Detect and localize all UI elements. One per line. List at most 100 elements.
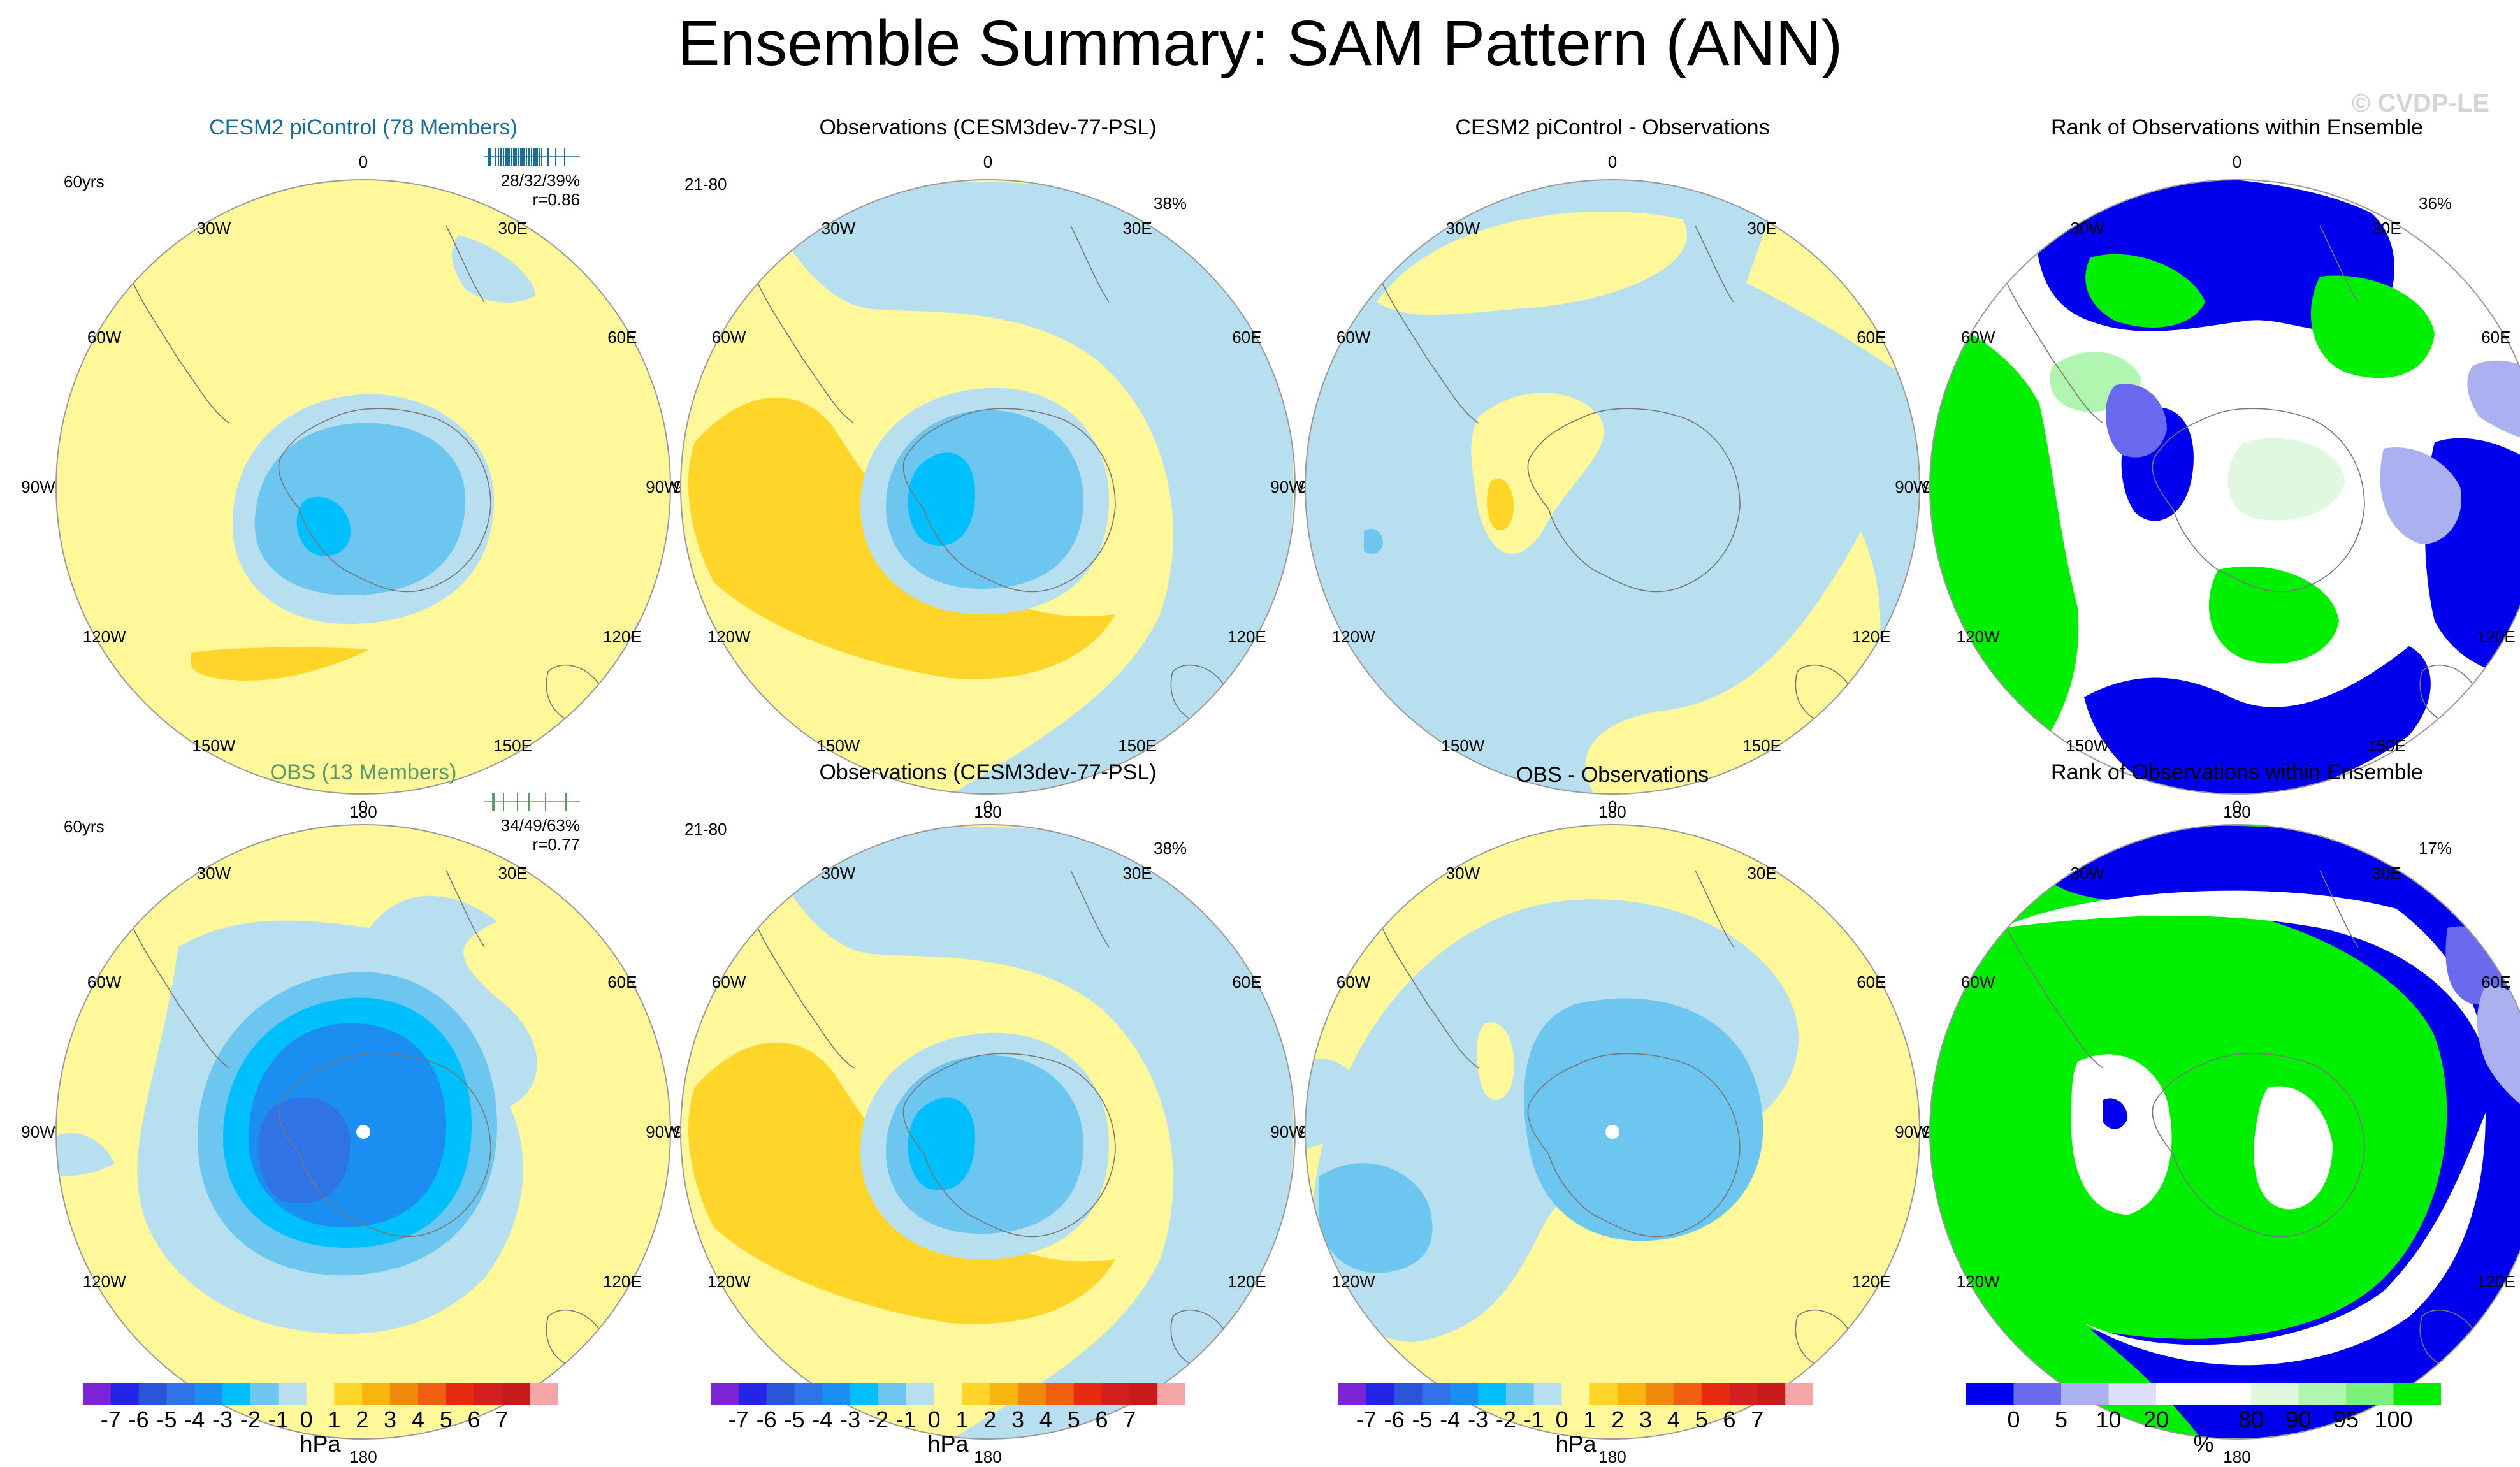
colorbar-tick-label: 90 [2285, 1406, 2312, 1433]
colorbar-tick-label: -7 [1356, 1406, 1377, 1433]
longitude-label: 30E [1747, 218, 1777, 238]
longitude-label: 150W [816, 736, 860, 756]
colorbar-tick-label: 0 [927, 1406, 941, 1433]
longitude-label: 150W [1441, 736, 1485, 756]
colorbar-tick-label: 5 [2054, 1406, 2068, 1433]
contour-region [191, 647, 370, 681]
contour-region [2084, 646, 2431, 794]
longitude-label: 90W [646, 477, 680, 496]
period-label: 21-80 [684, 175, 727, 194]
colorbar-swatch [1505, 1383, 1535, 1405]
colorbar-tick-label: 7 [1123, 1406, 1136, 1433]
longitude-label: 30W [821, 863, 856, 883]
longitude-label: 180 [1598, 1447, 1626, 1466]
africa-coastline [445, 225, 485, 303]
colorbar-swatch [502, 1383, 530, 1405]
contour-region [771, 827, 1294, 1439]
africa-coastline [1070, 870, 1110, 948]
colorbar-tick-label: -4 [1440, 1406, 1461, 1433]
contour-region [452, 235, 535, 303]
colorbar-swatch [738, 1383, 767, 1405]
colorbar-tick-label: 95 [2333, 1406, 2359, 1433]
africa-coastline [445, 870, 485, 948]
contour-region [296, 496, 351, 556]
colorbar-swatch [1338, 1383, 1367, 1405]
colorbar-tick-label: 7 [495, 1406, 509, 1433]
contour-region [2208, 566, 2339, 664]
antarctica-coastline [1527, 408, 1741, 593]
colorbar-tick-label: 6 [467, 1406, 481, 1433]
contour-region [258, 1097, 351, 1203]
colorbar-tick-label: -7 [728, 1406, 749, 1433]
colorbar-swatch [2013, 1383, 2062, 1405]
longitude-label: 150E [493, 736, 532, 756]
colorbar-swatch [1450, 1383, 1479, 1405]
longitude-label: 180 [2223, 1447, 2251, 1466]
colorbar-swatch [1589, 1383, 1618, 1405]
colorbar-swatch [2061, 1383, 2109, 1405]
colorbar-tick-label: 4 [411, 1406, 424, 1433]
colorbar-tick-label: 5 [1067, 1406, 1080, 1433]
map-panel: OBS (13 Members)030E60E90E120E150E180150… [21, 760, 703, 1466]
contour-region [1524, 998, 1763, 1241]
longitude-label: 30E [1122, 218, 1152, 238]
colorbar-tick-label: 1 [955, 1406, 969, 1433]
contour-fill [56, 180, 670, 794]
colorbar-tick-label: -1 [895, 1406, 916, 1433]
longitude-label: 120E [1851, 1271, 1891, 1291]
south-america-coastline [1376, 270, 1479, 424]
colorbar-swatch [2251, 1383, 2299, 1405]
longitude-label: 90W [1895, 477, 1929, 496]
colorbar-tick-label: -6 [1384, 1406, 1405, 1433]
longitude-label: 60W [1960, 328, 1995, 347]
period-label: 60yrs [64, 817, 105, 836]
colorbar-swatch [934, 1383, 962, 1405]
longitude-label: 30W [1445, 863, 1481, 883]
colorbar-tick-label: 0 [300, 1406, 313, 1433]
longitude-label: 30E [2372, 863, 2401, 883]
longitude-label: 180 [974, 802, 1002, 821]
map-border [680, 824, 1296, 1440]
colorbar-swatch [1785, 1383, 1813, 1405]
colorbar-tick-label: 4 [1667, 1406, 1680, 1433]
south-america-coastline [751, 270, 855, 424]
colorbar-swatch [306, 1383, 335, 1405]
colorbar-swatch [110, 1383, 140, 1405]
south-america-coastline [1376, 914, 1479, 1069]
map-panel: Observations (CESM3dev-77-PSL)030E60E90E… [646, 115, 1328, 821]
main-title: Ensemble Summary: SAM Pattern (ANN) [677, 8, 1843, 79]
map-border [680, 179, 1296, 795]
contour-fill [1930, 180, 2520, 794]
colorbar-swatch [83, 1383, 112, 1405]
south-america-coastline [127, 270, 230, 424]
colorbar-swatch [474, 1383, 502, 1405]
longitude-label: 90W [646, 1122, 680, 1141]
longitude-label: 150W [192, 736, 236, 756]
africa-coastline [2319, 225, 2359, 303]
panel-title: CESM2 piControl (78 Members) [209, 115, 518, 140]
contour-region [1305, 1059, 1377, 1151]
colorbar-swatch [222, 1383, 251, 1405]
longitude-label: 120W [707, 626, 751, 646]
colorbar-tick-label: -5 [156, 1406, 177, 1433]
colorbar-swatch [362, 1383, 391, 1405]
longitude-label: 90W [1270, 477, 1305, 496]
longitude-label: 90W [21, 1122, 55, 1141]
rank-colorbar: 0 5 10 20 80 90 95 100% [1966, 1383, 2441, 1466]
panel-title: OBS (13 Members) [270, 760, 457, 784]
longitude-label: 30E [1747, 863, 1777, 883]
colorbar-swatch [2108, 1383, 2157, 1405]
map-panel: Observations (CESM3dev-77-PSL)030E60E90E… [646, 760, 1328, 1466]
map-panel: CESM2 piControl (78 Members)030E60E90E12… [21, 115, 703, 821]
contour-region [1377, 211, 1687, 315]
longitude-label: 150E [2367, 736, 2406, 756]
contour-region [908, 452, 975, 546]
contour-fill [681, 180, 1295, 794]
colorbar-tick-label: -3 [212, 1406, 233, 1433]
longitude-label: 180 [1598, 802, 1626, 821]
contour-fill [1930, 825, 2520, 1439]
colorbar-tick-label: 20 [2143, 1406, 2169, 1433]
map-border [1929, 179, 2520, 795]
longitude-label: 120E [2476, 626, 2516, 646]
longitude-label: 60E [607, 972, 637, 992]
